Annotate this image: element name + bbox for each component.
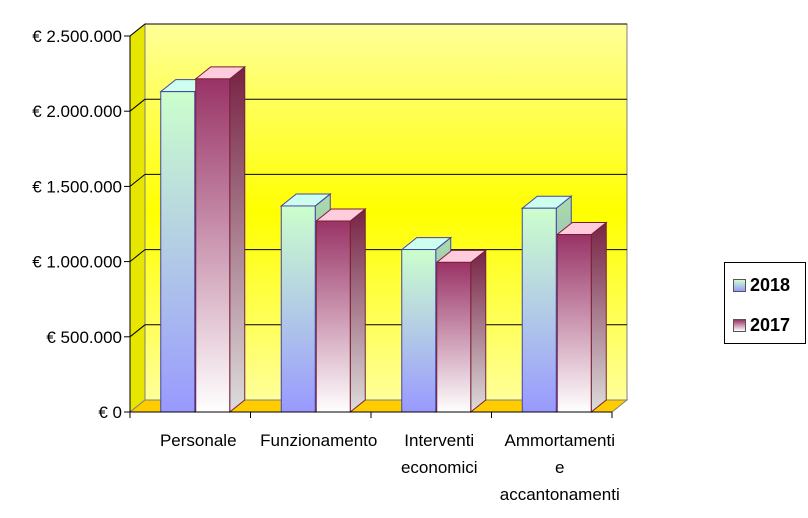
side-wall <box>129 22 146 414</box>
legend-label-2018: 2018 <box>750 275 791 295</box>
x-category-label: economici <box>401 458 478 477</box>
bar-2017-0 <box>194 65 247 414</box>
x-category-label: Personale <box>160 431 237 450</box>
bar-front <box>160 91 196 413</box>
gridline-depth <box>129 174 146 187</box>
gridline-depth <box>129 98 146 112</box>
x-category-label: Interventi <box>404 431 474 450</box>
bars <box>159 65 608 414</box>
bar-front <box>280 205 316 413</box>
bar-side <box>590 221 607 414</box>
y-tick-label: € 500.000 <box>46 328 122 347</box>
gridline-depth <box>129 23 146 37</box>
legend-item-2018: 2018 <box>733 275 790 296</box>
bar-2017-3 <box>555 221 608 414</box>
bar-front <box>315 220 351 413</box>
bar-front <box>436 261 472 413</box>
y-tick-label: € 1.000.000 <box>32 253 122 272</box>
bar-side <box>470 249 487 414</box>
x-category-label: Ammortamenti <box>504 431 615 450</box>
x-category-label: Funzionamento <box>260 431 377 450</box>
legend-label-2017: 2017 <box>750 315 791 335</box>
y-tick-label: € 2.500.000 <box>32 27 122 46</box>
bar-front <box>401 249 437 413</box>
y-tick-label: € 1.500.000 <box>32 177 122 196</box>
y-tick-labels: € 0 € 500.000 € 1.000.000 € 1.500.000 € 2.00… <box>32 27 122 422</box>
bar-side <box>349 207 366 414</box>
x-category-labels: Personale Funzionamento Interventi economic… <box>160 431 620 504</box>
legend-item-2017: 2017 <box>733 315 790 336</box>
y-tick-label: € 2.000.000 <box>32 102 122 121</box>
x-category-label: e <box>555 458 564 477</box>
bar-front <box>556 234 592 413</box>
legend-swatch-2017 <box>733 319 746 332</box>
x-category-label: accantonamenti <box>500 485 620 504</box>
axes <box>124 35 613 418</box>
bar-2017-2 <box>435 249 488 414</box>
bar-2017-1 <box>314 207 367 414</box>
bar-front <box>195 78 231 413</box>
legend: 2018 2017 <box>724 262 806 344</box>
gridline-depth <box>129 324 146 338</box>
bar-front <box>521 207 557 413</box>
gridline-depth <box>129 249 146 262</box>
y-tick-label: € 0 <box>98 403 122 422</box>
legend-swatch-2018 <box>733 279 746 292</box>
bar-side <box>229 65 246 414</box>
